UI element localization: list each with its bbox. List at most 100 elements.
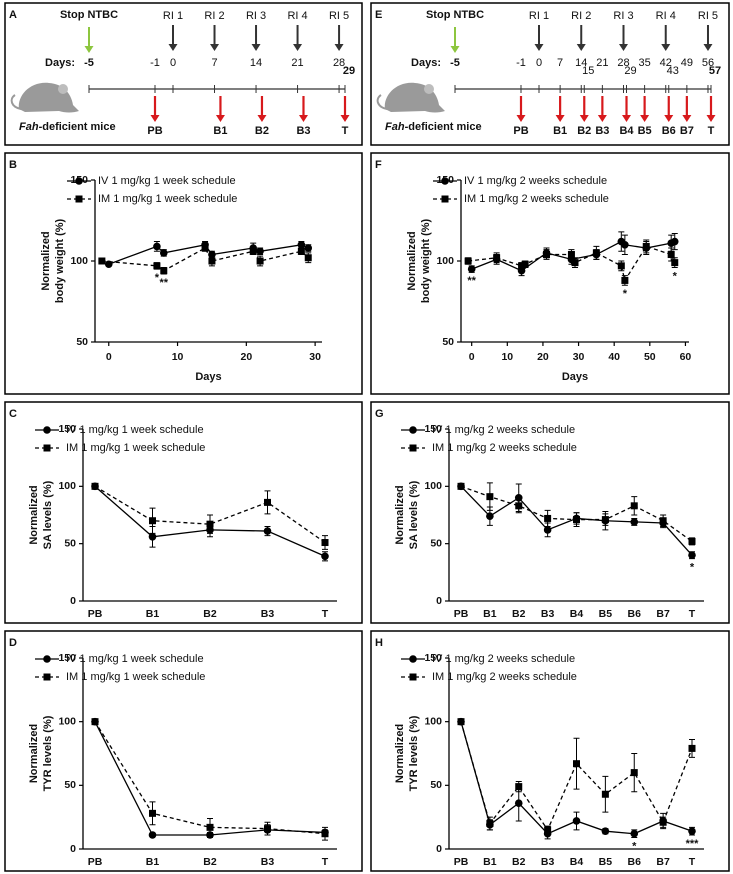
x-tick-label: 0 — [469, 351, 475, 363]
legend-label: IM 1 mg/kg 1 week schedule — [98, 193, 237, 205]
data-point — [601, 516, 609, 524]
legend-marker — [43, 655, 51, 663]
mouse-ear — [424, 84, 434, 94]
day-tick-label: 29 — [343, 65, 355, 77]
data-point — [201, 244, 209, 252]
x-tick-label: B2 — [203, 856, 217, 868]
x-tick-label: 20 — [240, 351, 252, 363]
y-tick-label: 0 — [436, 595, 442, 607]
day-tick-label: 28 — [617, 57, 629, 69]
data-point — [573, 760, 580, 768]
mouse-ear — [58, 84, 68, 94]
injection-label: RI 3 — [246, 10, 266, 22]
significance-label: ** — [160, 277, 169, 289]
series-line — [94, 485, 326, 544]
data-point — [592, 249, 600, 257]
data-point — [148, 831, 157, 839]
sample-arrow-head — [555, 115, 565, 122]
data-point — [206, 520, 214, 528]
sample-label: T — [708, 125, 715, 137]
x-axis-title: Days — [195, 371, 221, 383]
y-tick-label: 50 — [64, 779, 76, 791]
x-tick-label: B1 — [483, 608, 497, 620]
y-axis-title: Normalized SA levels (%) — [28, 480, 54, 549]
y-tick-label: 150 — [424, 423, 442, 435]
legend-label: IM 1 mg/kg 1 week schedule — [66, 442, 205, 454]
day-tick-label: 14 — [250, 57, 262, 69]
legend-label: IM 1 mg/kg 2 weeks schedule — [432, 671, 577, 683]
data-point — [91, 482, 99, 490]
sample-arrow-head — [597, 115, 607, 122]
data-point — [467, 265, 476, 273]
injection-label: RI 3 — [613, 10, 633, 22]
x-tick-label: 20 — [537, 351, 549, 363]
data-point — [249, 247, 257, 255]
data-point — [670, 237, 679, 246]
y-axis-title-line: Normalized — [394, 724, 406, 783]
x-tick-label: PB — [454, 608, 469, 620]
data-point — [514, 494, 523, 502]
y-tick-label: 100 — [70, 255, 88, 267]
sample-label: T — [342, 125, 349, 137]
legend-label: IV 1 mg/kg 2 weeks schedule — [432, 424, 575, 436]
sample-arrow-head — [298, 115, 308, 122]
significance-label: ** — [467, 275, 476, 287]
x-tick-label: B3 — [541, 608, 555, 620]
panel-frame — [4, 152, 363, 395]
injection-arrow-head — [210, 44, 220, 51]
y-tick-label: 50 — [430, 537, 442, 549]
data-point — [515, 783, 523, 791]
data-point — [642, 242, 650, 250]
stop-label: Stop NTBC — [426, 9, 484, 21]
subject-label: Fah-deficient mice — [19, 121, 116, 133]
x-tick-label: B4 — [570, 856, 584, 868]
sample-label: B7 — [680, 125, 694, 137]
x-tick-label: B3 — [541, 856, 555, 868]
series-line — [94, 721, 326, 835]
panel-label: F — [375, 159, 382, 171]
x-tick-label: T — [322, 608, 329, 620]
subject-text: -deficient mice — [39, 121, 116, 133]
x-tick-label: 0 — [106, 351, 112, 363]
x-tick-label: B1 — [146, 856, 160, 868]
data-point — [321, 539, 329, 547]
data-point — [617, 262, 625, 270]
panel-frame — [370, 2, 730, 146]
data-point — [153, 262, 161, 270]
data-point — [630, 502, 638, 510]
sample-label: B1 — [213, 125, 227, 137]
x-tick-label: B4 — [570, 608, 584, 620]
day-tick-label: 29 — [624, 65, 636, 77]
data-point — [264, 498, 271, 506]
significance-label: * — [632, 840, 637, 852]
injection-label: RI 4 — [287, 10, 307, 22]
injection-arrow-head — [576, 44, 586, 51]
day-tick-label: 7 — [557, 57, 563, 69]
sample-arrow-head — [150, 115, 160, 122]
stop-arrow-head — [84, 46, 94, 53]
y-axis-title-line: Normalized — [40, 231, 52, 290]
x-tick-label: T — [322, 856, 329, 868]
panel-label: H — [375, 637, 383, 649]
y-axis-title-line: Normalized — [394, 485, 406, 544]
data-point — [457, 718, 465, 726]
legend-marker — [75, 195, 83, 203]
data-point — [486, 820, 494, 828]
y-axis-title-line: body weight (%) — [420, 219, 432, 304]
y-axis-title-line: SA levels (%) — [42, 480, 54, 549]
data-point — [521, 260, 529, 268]
legend-marker — [43, 444, 51, 452]
data-point — [264, 825, 271, 833]
legend-marker — [409, 426, 417, 434]
legend-marker — [75, 177, 83, 185]
day-tick-label: 15 — [582, 65, 594, 77]
y-tick-label: 50 — [64, 537, 76, 549]
data-point — [304, 254, 312, 262]
x-tick-label: PB — [454, 856, 469, 868]
x-tick-label: 10 — [172, 351, 184, 363]
data-point — [601, 827, 610, 835]
sample-arrow-head — [622, 115, 632, 122]
data-point — [148, 532, 157, 541]
data-point — [621, 241, 629, 249]
